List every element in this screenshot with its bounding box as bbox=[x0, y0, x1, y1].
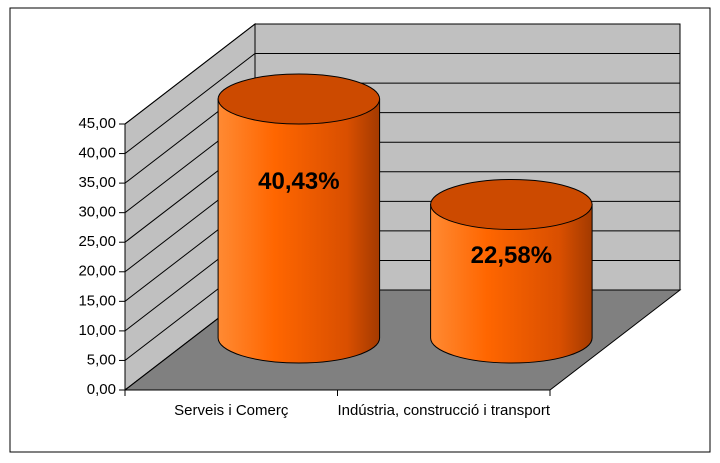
y-tick-label: 30,00 bbox=[78, 204, 116, 221]
bar-top bbox=[217, 73, 381, 125]
y-tick-label: 35,00 bbox=[78, 174, 116, 191]
grid-line bbox=[124, 23, 680, 125]
y-tick-label: 25,00 bbox=[78, 233, 116, 250]
y-tick-label: 45,00 bbox=[78, 115, 116, 132]
x-tick-label: Indústria, construcció i transport bbox=[337, 402, 551, 419]
value-label: 22,58% bbox=[471, 242, 552, 269]
bar bbox=[217, 98, 381, 364]
y-tick-label: 40,00 bbox=[78, 145, 116, 162]
y-tick-label: 10,00 bbox=[78, 322, 116, 339]
y-tick-label: 15,00 bbox=[78, 292, 116, 309]
y-tick-label: 5,00 bbox=[87, 351, 116, 368]
value-label: 40,43% bbox=[258, 168, 339, 195]
x-tick-label: Serveis i Comerç bbox=[174, 402, 289, 419]
y-tick-label: 0,00 bbox=[87, 381, 116, 398]
grid-line bbox=[124, 53, 680, 154]
y-tick-label: 20,00 bbox=[78, 263, 116, 280]
bar-top bbox=[430, 179, 593, 231]
bar bbox=[430, 204, 593, 364]
